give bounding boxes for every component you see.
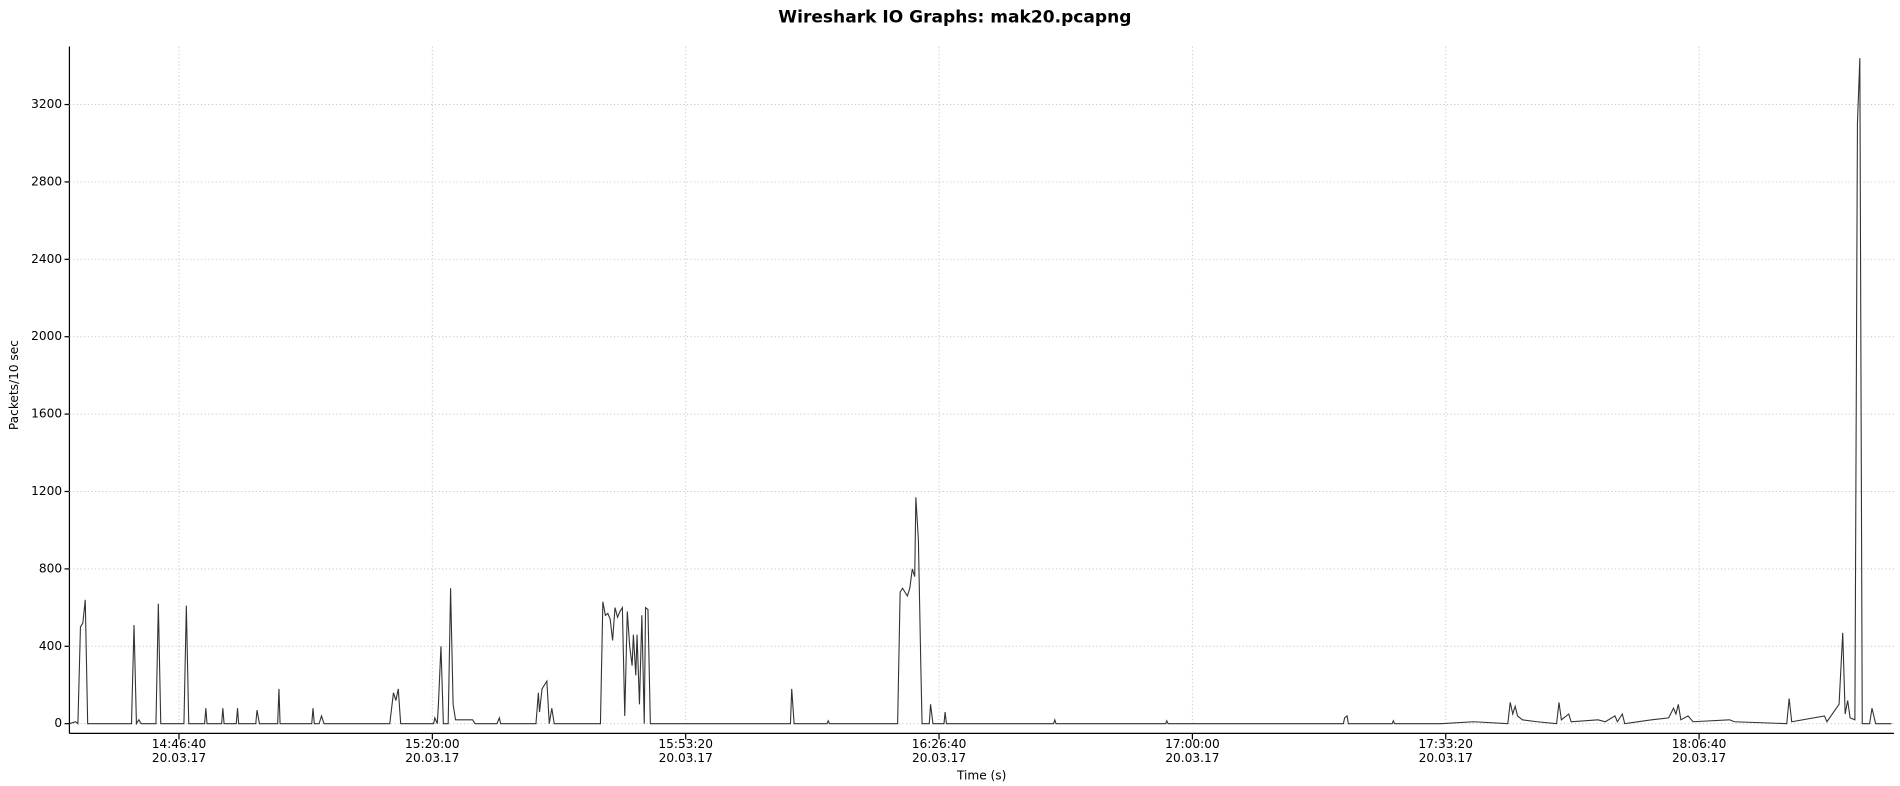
y-axis-label: Packets/10 sec (7, 340, 21, 430)
x-tick-label: 17:33:20 20.03.17 (1418, 737, 1473, 765)
y-tick-label: 400 (39, 639, 62, 653)
y-tick-label: 0 (54, 716, 62, 730)
x-tick-label: 14:46:40 20.03.17 (152, 737, 207, 765)
y-tick-label: 1600 (31, 407, 62, 421)
x-axis-label: Time (s) (956, 769, 1006, 783)
y-tick-label: 800 (39, 561, 62, 575)
y-tick-label: 1200 (31, 484, 62, 498)
x-tick-label: 15:20:00 20.03.17 (405, 737, 460, 765)
y-tick-label: 3200 (31, 97, 62, 111)
x-tick-label: 17:00:00 20.03.17 (1165, 737, 1220, 765)
chart-title: Wireshark IO Graphs: mak20.pcapng (778, 7, 1131, 27)
x-tick-label: 18:06:40 20.03.17 (1672, 737, 1727, 765)
x-tick-label: 15:53:20 20.03.17 (658, 737, 713, 765)
y-tick-label: 2800 (31, 174, 62, 188)
y-tick-label: 2400 (31, 252, 62, 266)
data-line (69, 58, 1892, 726)
x-tick-label: 16:26:40 20.03.17 (912, 737, 967, 765)
y-tick-label: 2000 (31, 329, 62, 343)
